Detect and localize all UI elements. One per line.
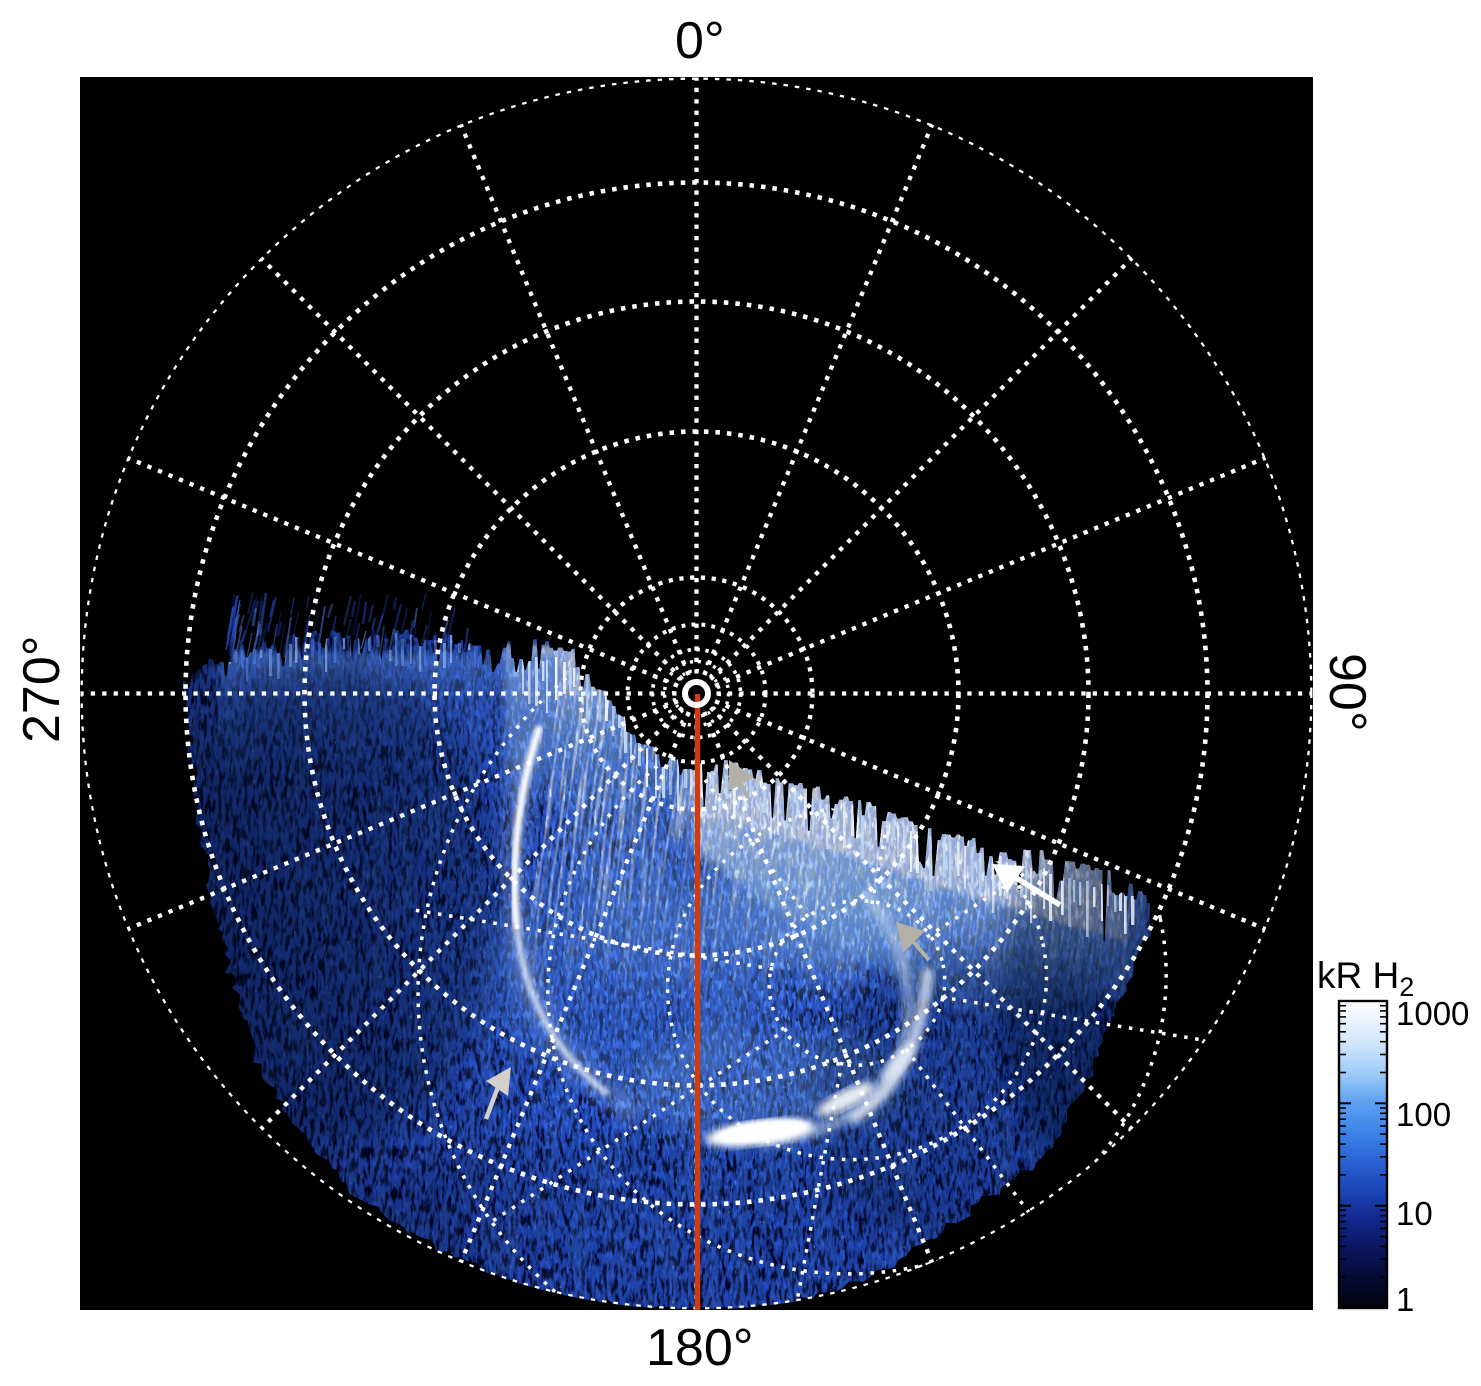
svg-text:10: 10	[1396, 1195, 1433, 1232]
svg-text:0°: 0°	[675, 12, 725, 70]
svg-text:1: 1	[1396, 1281, 1414, 1318]
svg-text:90°: 90°	[1318, 653, 1376, 732]
svg-text:270°: 270°	[13, 635, 71, 743]
svg-text:kR H2: kR H2	[1317, 955, 1414, 1002]
svg-text:100: 100	[1396, 1096, 1451, 1133]
svg-text:180°: 180°	[646, 1319, 754, 1377]
svg-text:1000: 1000	[1396, 995, 1469, 1032]
